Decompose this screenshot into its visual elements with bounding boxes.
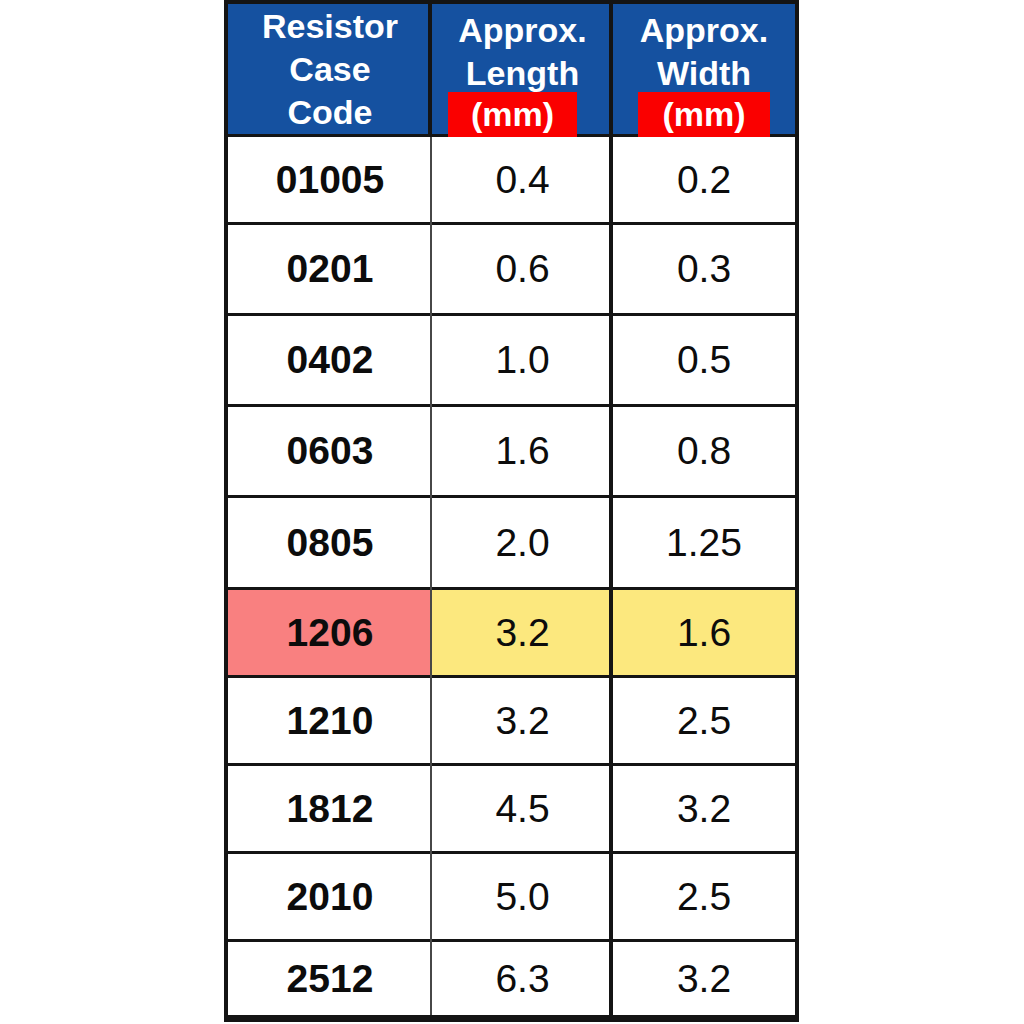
case-code-cell: 0805 <box>228 498 432 587</box>
table-row: 1206 3.2 1.6 <box>228 590 795 678</box>
grid-line-vertical-1 <box>430 137 432 1015</box>
unit-badge-width: (mm) <box>638 92 770 137</box>
width-cell: 3.2 <box>613 942 795 1015</box>
grid-line-vertical-header <box>428 4 432 137</box>
case-code-cell: 0603 <box>228 407 432 495</box>
length-cell: 0.6 <box>432 225 613 313</box>
width-value: 3.2 <box>677 787 731 831</box>
length-cell: 1.6 <box>432 407 613 495</box>
length-value: 4.5 <box>495 787 549 831</box>
width-cell: 0.2 <box>613 137 795 222</box>
width-cell: 1.25 <box>613 498 795 587</box>
case-code-cell: 0201 <box>228 225 432 313</box>
case-code-value: 2512 <box>287 957 374 1001</box>
header-line: Code <box>288 91 373 134</box>
case-code-cell: 1206 <box>228 590 432 675</box>
length-value: 3.2 <box>495 699 549 743</box>
case-code-cell: 2512 <box>228 942 432 1015</box>
case-code-cell: 2010 <box>228 854 432 939</box>
table-row: 1210 3.2 2.5 <box>228 678 795 766</box>
resistor-size-table: Resistor Case Code Approx. Length Approx… <box>224 0 799 1022</box>
width-value: 1.25 <box>666 521 742 565</box>
header-line: Length <box>466 52 579 95</box>
unit-badge-length: (mm) <box>448 92 577 137</box>
width-cell: 0.3 <box>613 225 795 313</box>
header-cell-case-code: Resistor Case Code <box>228 4 432 134</box>
length-value: 1.6 <box>495 429 549 473</box>
length-cell: 6.3 <box>432 942 613 1015</box>
header-line: Approx. <box>640 9 768 52</box>
table-body: 01005 0.4 0.2 0201 0.6 0.3 0402 1.0 0.5 … <box>228 137 795 1015</box>
width-cell: 2.5 <box>613 854 795 939</box>
length-cell: 5.0 <box>432 854 613 939</box>
table-row: 0201 0.6 0.3 <box>228 225 795 316</box>
case-code-cell: 01005 <box>228 137 432 222</box>
width-value: 0.5 <box>677 338 731 382</box>
table-row: 2010 5.0 2.5 <box>228 854 795 942</box>
length-value: 5.0 <box>495 875 549 919</box>
case-code-value: 2010 <box>287 875 374 919</box>
case-code-value: 1812 <box>287 787 374 831</box>
width-value: 0.3 <box>677 247 731 291</box>
width-value: 0.8 <box>677 429 731 473</box>
width-value: 2.5 <box>677 699 731 743</box>
case-code-cell: 1812 <box>228 766 432 851</box>
length-value: 0.4 <box>495 158 549 202</box>
table-row: 2512 6.3 3.2 <box>228 942 795 1015</box>
header-line: Width <box>657 52 751 95</box>
header-line: Case <box>289 48 370 91</box>
length-cell: 3.2 <box>432 678 613 763</box>
length-cell: 4.5 <box>432 766 613 851</box>
table-row: 01005 0.4 0.2 <box>228 137 795 225</box>
width-value: 0.2 <box>677 158 731 202</box>
case-code-value: 0603 <box>287 429 374 473</box>
table-row: 0402 1.0 0.5 <box>228 316 795 407</box>
length-value: 2.0 <box>495 521 549 565</box>
length-value: 1.0 <box>495 338 549 382</box>
length-value: 6.3 <box>495 957 549 1001</box>
case-code-cell: 1210 <box>228 678 432 763</box>
case-code-value: 1210 <box>287 699 374 743</box>
case-code-value: 0402 <box>287 338 374 382</box>
header-line: Resistor <box>262 5 398 48</box>
length-value: 0.6 <box>495 247 549 291</box>
width-cell: 3.2 <box>613 766 795 851</box>
width-value: 3.2 <box>677 957 731 1001</box>
length-cell: 1.0 <box>432 316 613 404</box>
table-row: 1812 4.5 3.2 <box>228 766 795 854</box>
table-row: 0805 2.0 1.25 <box>228 498 795 590</box>
length-value: 3.2 <box>495 611 549 655</box>
width-value: 1.6 <box>677 611 731 655</box>
table-row: 0603 1.6 0.8 <box>228 407 795 498</box>
case-code-cell: 0402 <box>228 316 432 404</box>
width-cell: 0.8 <box>613 407 795 495</box>
case-code-value: 1206 <box>287 611 374 655</box>
case-code-value: 0805 <box>287 521 374 565</box>
length-cell: 2.0 <box>432 498 613 587</box>
width-cell: 0.5 <box>613 316 795 404</box>
length-cell: 3.2 <box>432 590 613 675</box>
width-cell: 1.6 <box>613 590 795 675</box>
width-cell: 2.5 <box>613 678 795 763</box>
grid-line-vertical-2 <box>609 4 613 1015</box>
case-code-value: 0201 <box>287 247 374 291</box>
length-cell: 0.4 <box>432 137 613 222</box>
width-value: 2.5 <box>677 875 731 919</box>
case-code-value: 01005 <box>276 158 384 202</box>
header-line: Approx. <box>458 9 586 52</box>
